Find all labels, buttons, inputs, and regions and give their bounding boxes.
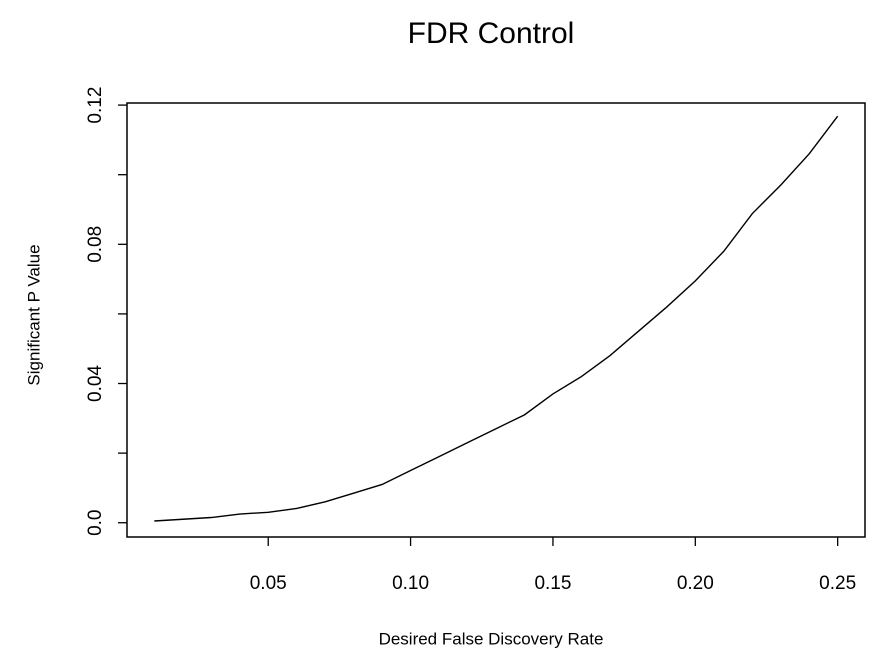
y-tick-label: 0.08	[85, 226, 106, 263]
x-axis-title: Desired False Discovery Rate	[379, 629, 604, 648]
chart-title: FDR Control	[408, 17, 575, 50]
x-tick-label: 0.05	[250, 573, 287, 594]
y-axis-title: Significant P Value	[24, 244, 43, 385]
x-tick-label: 0.25	[819, 573, 856, 594]
y-tick-label: 0.12	[85, 87, 106, 124]
y-tick-label: 0.04	[85, 365, 106, 402]
x-tick-label: 0.10	[392, 573, 429, 594]
x-tick-label: 0.20	[677, 573, 714, 594]
y-tick-label: 0.0	[85, 510, 106, 536]
plot-frame	[126, 102, 866, 538]
x-tick-label: 0.15	[534, 573, 571, 594]
data-line	[154, 115, 839, 522]
